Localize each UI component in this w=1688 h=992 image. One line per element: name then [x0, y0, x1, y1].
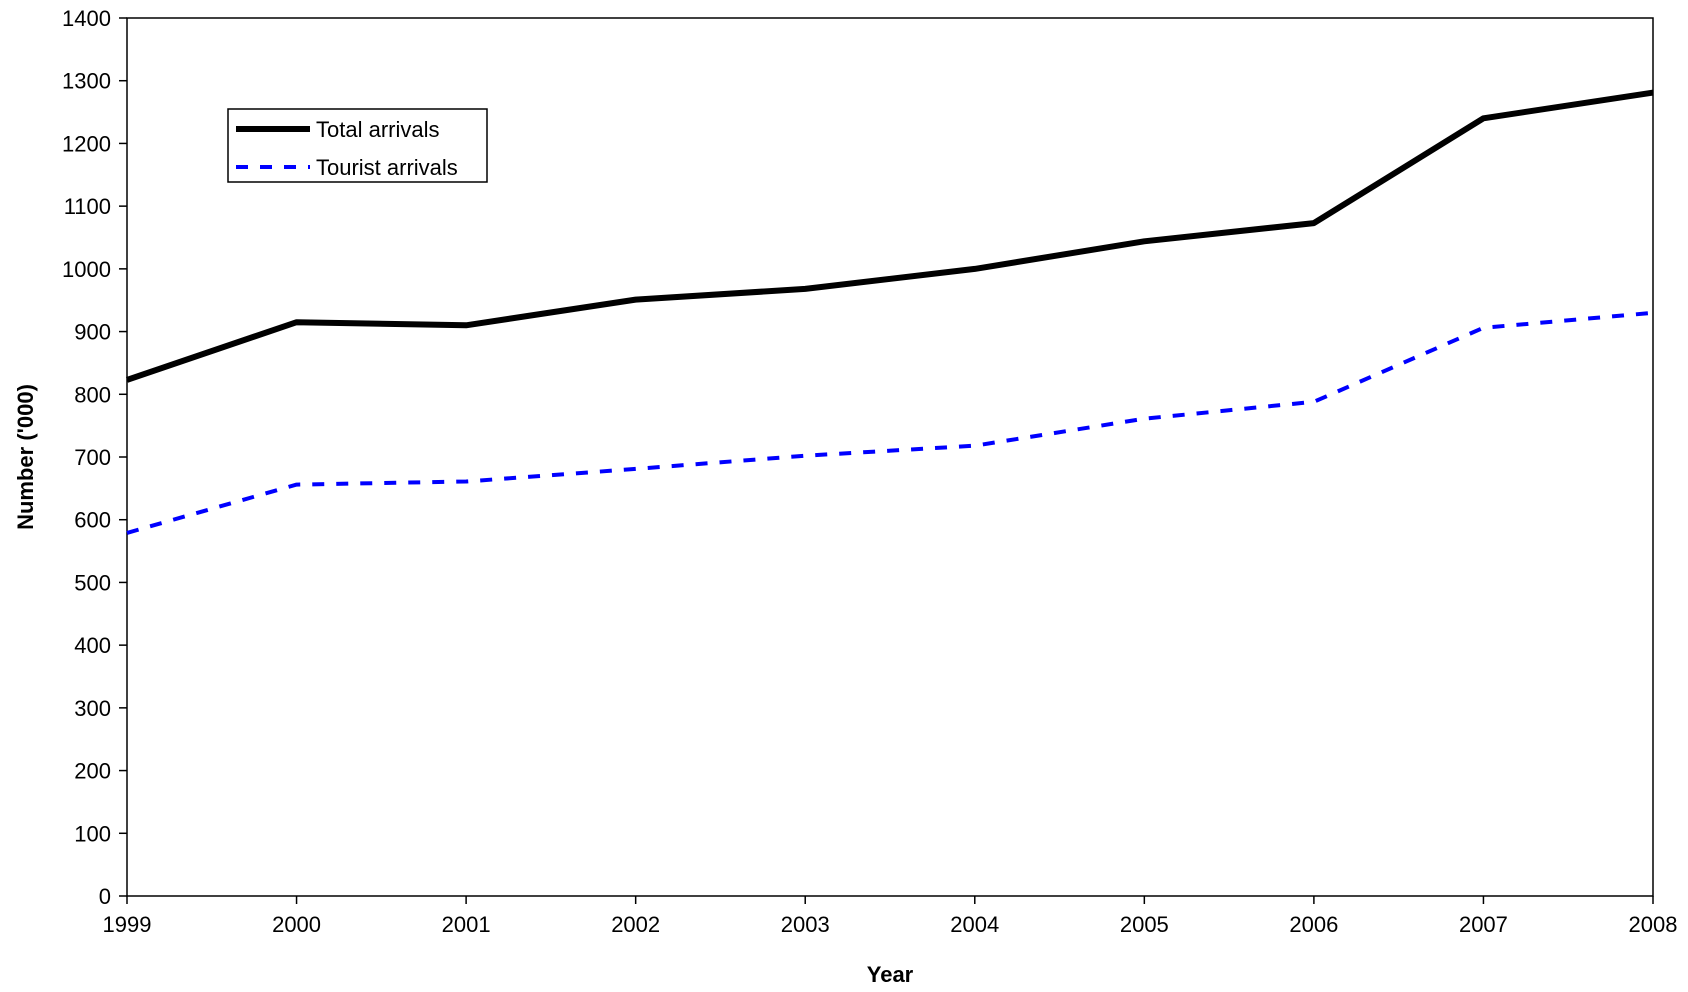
x-tick-label: 2002	[611, 912, 660, 937]
series-line-2	[126, 310, 1654, 535]
y-tick-label: 300	[74, 696, 111, 721]
x-axis-title: Year	[867, 962, 914, 987]
x-tick-label: 2006	[1289, 912, 1338, 937]
legend: Total arrivals Tourist arrivals	[227, 108, 488, 183]
x-tick-label: 2000	[272, 912, 321, 937]
y-tick-label: 100	[74, 821, 111, 846]
y-tick-label: 1400	[62, 6, 111, 31]
series-lines	[126, 89, 1654, 535]
x-tick-label: 2008	[1629, 912, 1678, 937]
x-tick-label: 1999	[103, 912, 152, 937]
y-tick-label: 1000	[62, 257, 111, 282]
legend-box	[227, 108, 488, 183]
y-tick-label: 1200	[62, 131, 111, 156]
y-tick-label: 500	[74, 570, 111, 595]
x-tick-label: 2004	[950, 912, 999, 937]
y-tick-label: 800	[74, 382, 111, 407]
x-tick-label: 2003	[781, 912, 830, 937]
series-line-1	[126, 89, 1654, 383]
y-tick-label: 700	[74, 445, 111, 470]
legend-label: Total arrivals	[316, 117, 439, 142]
y-tick-label: 0	[99, 884, 111, 909]
legend-label: Tourist arrivals	[316, 155, 458, 180]
x-tick-label: 2001	[442, 912, 491, 937]
y-tick-label: 1300	[62, 69, 111, 94]
y-axis-title: Number ('000)	[13, 384, 38, 530]
y-tick-label: 400	[74, 633, 111, 658]
x-tick-label: 2005	[1120, 912, 1169, 937]
x-tick-label: 2007	[1459, 912, 1508, 937]
y-tick-label: 1100	[64, 194, 111, 219]
y-tick-label: 600	[74, 508, 111, 533]
y-tick-label: 200	[74, 759, 111, 784]
axes: 0 100 200 300 400 500 600 700 800 900 1000 1100 1200…	[62, 6, 1677, 937]
y-tick-label: 900	[74, 320, 111, 345]
